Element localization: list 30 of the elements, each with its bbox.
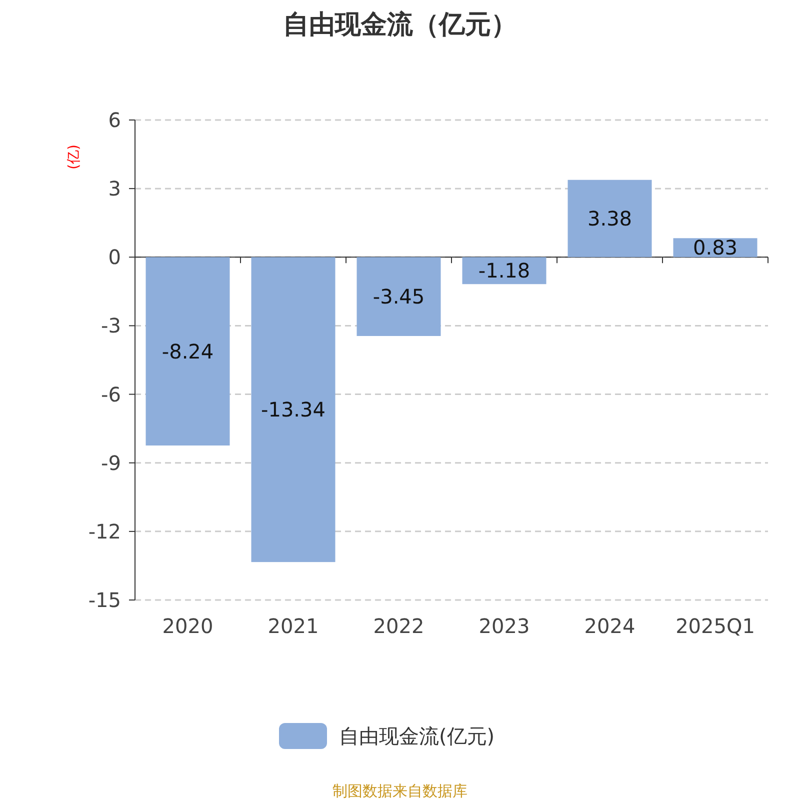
y-axis-title: (亿) bbox=[66, 144, 82, 170]
y-tick-label: 3 bbox=[108, 176, 121, 201]
bar bbox=[568, 180, 652, 258]
data-label: -13.34 bbox=[261, 398, 326, 422]
data-label: -1.18 bbox=[478, 258, 530, 283]
x-tick-label: 2025Q1 bbox=[676, 614, 755, 638]
x-tick-label: 2022 bbox=[373, 614, 424, 638]
y-tick-label: -12 bbox=[88, 519, 121, 544]
data-label: -8.24 bbox=[162, 339, 214, 364]
y-tick-label: 0 bbox=[108, 245, 121, 270]
y-tick-label: 6 bbox=[108, 108, 121, 132]
x-tick-label: 2023 bbox=[478, 614, 530, 638]
x-tick-label: 2020 bbox=[162, 614, 214, 638]
data-label: 0.83 bbox=[692, 236, 738, 260]
x-tick-label: 2021 bbox=[268, 614, 319, 638]
data-label: -3.45 bbox=[372, 284, 425, 309]
y-tick-label: -9 bbox=[101, 450, 121, 475]
data-label: 3.38 bbox=[587, 206, 632, 231]
text: 制图数据来自数据库 bbox=[332, 782, 468, 800]
bar bbox=[251, 257, 336, 562]
bar bbox=[146, 257, 230, 446]
y-tick-label: -3 bbox=[101, 314, 121, 338]
x-tick-label: 2024 bbox=[584, 614, 636, 638]
legend-label: 自由现金流(亿元) bbox=[339, 724, 495, 748]
legend: 自由现金流(亿元) bbox=[279, 723, 495, 749]
y-tick-label: -6 bbox=[101, 382, 121, 406]
y-tick-label: -15 bbox=[88, 588, 121, 612]
bar bbox=[462, 257, 546, 284]
chart-title: 自由现金流（亿元） bbox=[283, 10, 517, 40]
bar bbox=[356, 257, 441, 336]
